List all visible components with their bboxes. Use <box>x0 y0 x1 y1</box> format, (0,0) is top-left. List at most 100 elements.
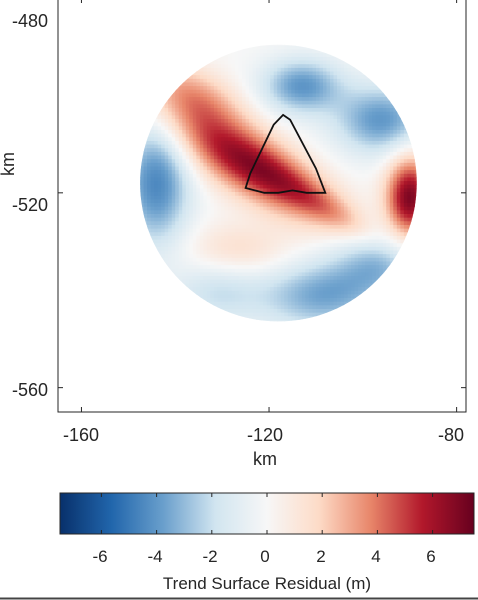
heatmap-cell <box>298 198 303 204</box>
heatmap-cell <box>164 162 169 167</box>
heatmap-cell <box>358 184 363 189</box>
heatmap-cell <box>379 228 384 233</box>
heatmap-cell <box>266 304 271 309</box>
heatmap-cell <box>143 140 148 145</box>
heatmap-cell <box>189 228 194 233</box>
heatmap-cell <box>358 176 363 182</box>
heatmap-cell <box>287 253 292 258</box>
heatmap-cell <box>259 217 264 222</box>
heatmap-cell <box>372 166 377 171</box>
heatmap-cell <box>301 312 306 317</box>
heatmap-cell <box>161 239 166 244</box>
heatmap-cell <box>164 166 169 171</box>
heatmap-cell <box>361 290 366 295</box>
heatmap-cell <box>322 176 328 182</box>
heatmap-cell <box>375 114 380 120</box>
heatmap-cell <box>305 202 310 207</box>
heatmap-cell <box>365 140 370 145</box>
heatmap-cell <box>400 155 405 160</box>
heatmap-cell <box>217 100 222 105</box>
heatmap-cell <box>270 180 275 185</box>
heatmap-cell <box>259 293 264 299</box>
heatmap-cell <box>308 264 314 269</box>
heatmap-cell <box>379 133 384 138</box>
heatmap-cell <box>287 100 292 105</box>
heatmap-cell <box>185 166 190 171</box>
heatmap-cell <box>291 268 296 273</box>
heatmap-cell <box>330 96 335 101</box>
heatmap-cell <box>256 202 261 207</box>
heatmap-cell <box>220 96 226 101</box>
heatmap-cell <box>319 253 324 258</box>
heatmap-cell <box>242 155 247 160</box>
heatmap-cell <box>396 129 401 134</box>
heatmap-cell <box>288 323 292 327</box>
heatmap-cell <box>235 195 240 200</box>
heatmap-cell <box>396 136 401 141</box>
heatmap-cell <box>154 206 159 211</box>
heatmap-cell <box>263 125 268 130</box>
heatmap-cell <box>161 220 166 225</box>
heatmap-cell <box>274 38 278 42</box>
heatmap-cell <box>393 136 398 141</box>
heatmap-cell <box>365 271 370 277</box>
heatmap-cell <box>330 257 335 262</box>
heatmap-cell <box>333 144 338 149</box>
heatmap-cell <box>171 180 176 185</box>
heatmap-cell <box>206 224 212 229</box>
heatmap-cell <box>287 242 292 247</box>
heatmap-cell <box>270 169 275 174</box>
heatmap-cell <box>228 151 233 156</box>
heatmap-cell <box>171 96 176 101</box>
heatmap-cell <box>185 82 190 87</box>
heatmap-cell <box>375 173 380 178</box>
heatmap-cell <box>192 184 197 189</box>
heatmap-cell <box>368 173 373 178</box>
heatmap-cell <box>196 286 201 291</box>
heatmap-cell <box>372 228 377 233</box>
heatmap-cell <box>400 140 405 145</box>
heatmap-cell <box>400 129 405 134</box>
heatmap-cell <box>235 304 240 309</box>
heatmap-cell <box>192 282 197 288</box>
heatmap-cell <box>199 176 204 182</box>
heatmap-cell <box>270 213 275 218</box>
heatmap-cell <box>291 78 296 83</box>
heatmap-cell <box>301 191 306 196</box>
heatmap-cell <box>203 195 208 200</box>
heatmap-cell <box>157 184 162 189</box>
heatmap-cell <box>238 125 243 130</box>
heatmap-cell <box>330 45 335 50</box>
heatmap-cell <box>263 129 268 134</box>
heatmap-cell <box>196 111 201 116</box>
heatmap-cell <box>273 319 278 322</box>
heatmap-cell <box>238 122 243 127</box>
heatmap-cell <box>308 301 314 306</box>
heatmap-cell <box>270 206 275 211</box>
heatmap-cell <box>273 217 278 222</box>
heatmap-cell <box>154 187 159 193</box>
heatmap-cell <box>393 261 398 266</box>
heatmap-cell <box>365 162 370 167</box>
heatmap-cell <box>245 187 250 193</box>
heatmap-cell <box>178 184 183 189</box>
heatmap-cell <box>157 257 162 262</box>
heatmap-cell <box>389 213 394 218</box>
heatmap-cell <box>192 187 197 193</box>
heatmap-cell <box>199 82 204 87</box>
heatmap-cell <box>182 166 187 171</box>
heatmap-cell <box>333 111 338 116</box>
heatmap-cell <box>164 133 169 138</box>
heatmap-cell <box>157 202 162 207</box>
heatmap-cell <box>242 206 247 211</box>
heatmap-cell <box>147 173 152 178</box>
heatmap-cell <box>294 180 299 185</box>
heatmap-cell <box>319 82 324 87</box>
heatmap-cell <box>157 198 162 204</box>
heatmap-cell <box>337 224 342 229</box>
heatmap-cell <box>245 44 250 46</box>
heatmap-cell <box>147 129 152 134</box>
heatmap-cell <box>351 257 356 262</box>
heatmap-cell <box>217 213 222 218</box>
heatmap-cell <box>210 82 215 87</box>
